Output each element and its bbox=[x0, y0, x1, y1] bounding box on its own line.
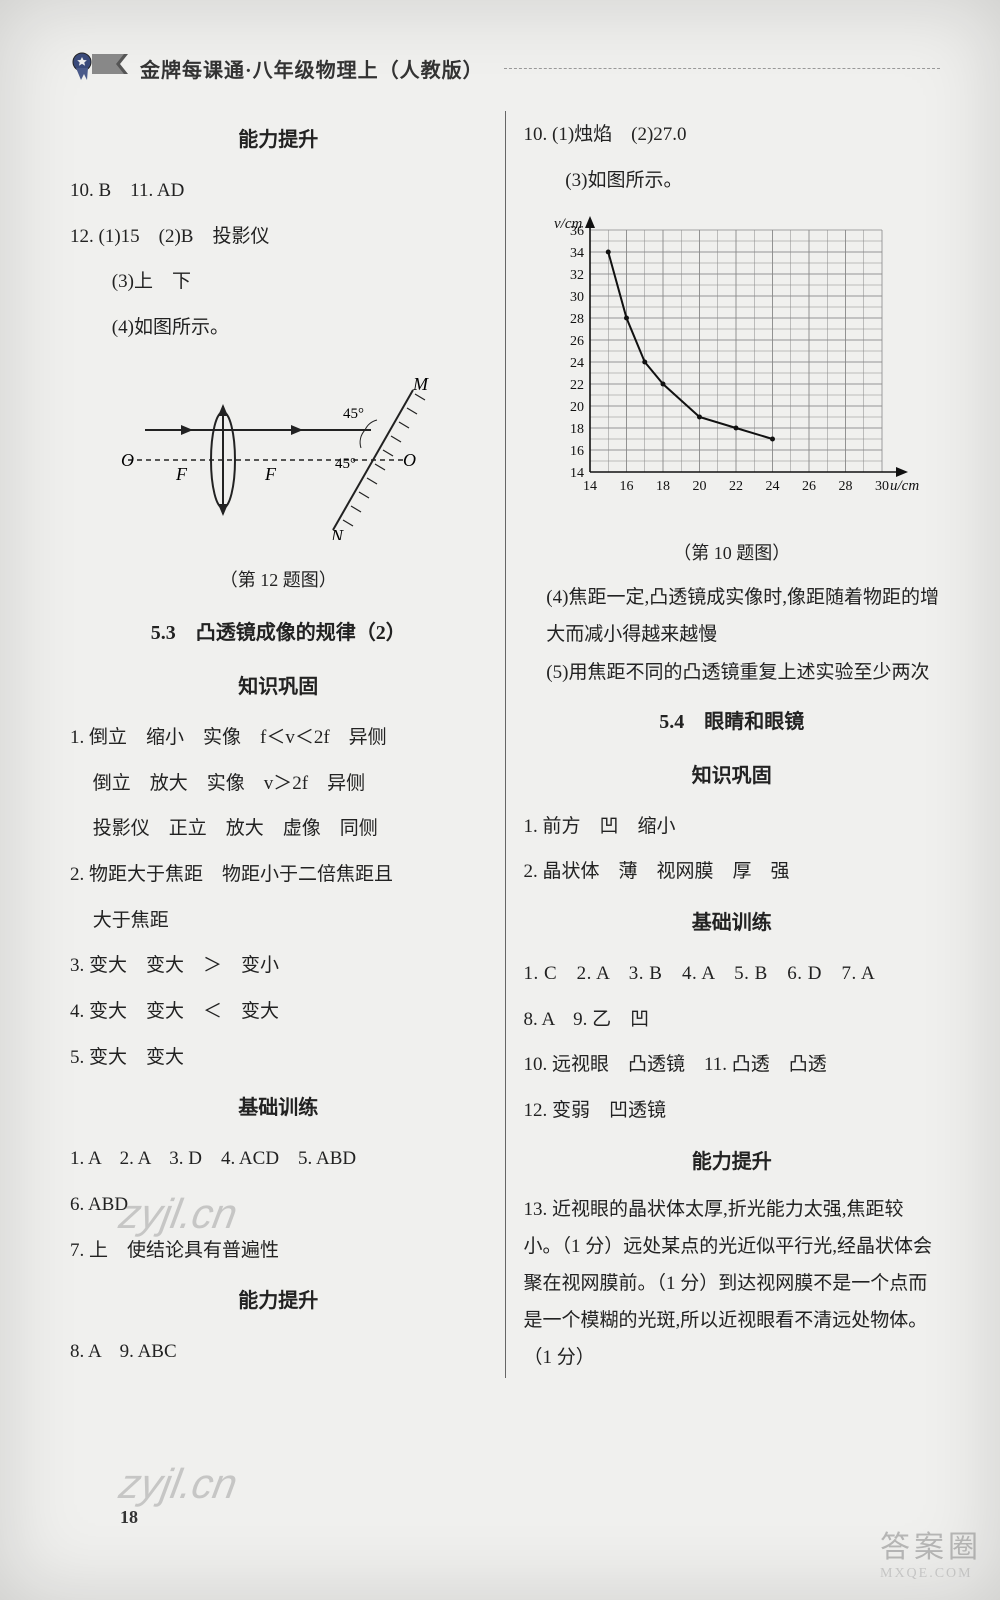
corner-logo-text: 答案圈 bbox=[880, 1522, 982, 1566]
answer-line: 8. A 9. ABC bbox=[70, 1330, 487, 1374]
svg-text:16: 16 bbox=[570, 444, 584, 459]
svg-text:45°: 45° bbox=[343, 406, 364, 422]
page-number: 18 bbox=[120, 1507, 138, 1528]
svg-text:18: 18 bbox=[570, 422, 584, 437]
svg-text:18: 18 bbox=[656, 479, 670, 494]
left-column: 能力提升 10. B 11. AD 12. (1)15 (2)B 投影仪 (3)… bbox=[70, 111, 505, 1378]
corner-logo: 答案圈 MXQE.COM bbox=[880, 1522, 982, 1582]
section-ability2-title: 能力提升 bbox=[70, 1278, 487, 1324]
svg-text:22: 22 bbox=[729, 479, 743, 494]
svg-text:F: F bbox=[264, 464, 277, 484]
answer-line: 10. B 11. AD bbox=[70, 169, 487, 213]
svg-text:28: 28 bbox=[570, 312, 584, 327]
answer-line: 12. (1)15 (2)B 投影仪 bbox=[70, 215, 487, 259]
answer-line: 1. A 2. A 3. D 4. ACD 5. ABD bbox=[70, 1137, 487, 1181]
answer-line: (4)焦距一定,凸透镜成实像时,像距随着物距的增大而减小得越来越慢 bbox=[524, 580, 941, 652]
svg-text:u/cm: u/cm bbox=[890, 478, 919, 494]
svg-text:O: O bbox=[403, 450, 416, 470]
figure-10-caption: （第 10 题图） bbox=[524, 533, 941, 574]
svg-text:26: 26 bbox=[802, 479, 816, 494]
svg-text:24: 24 bbox=[765, 479, 779, 494]
answer-line: 4. 变大 变大 ＜ 变大 bbox=[70, 990, 487, 1034]
figure-10-chart: 14 16 18 20 22 24 26 28 30 14 16 18 20 22 24 26 28 30 32 34… bbox=[524, 212, 941, 529]
watermark: zyjl.cn bbox=[116, 1460, 241, 1508]
answer-line: (3)上 下 bbox=[70, 260, 487, 304]
answer-line: 2. 物距大于焦距 物距小于二倍焦距且 bbox=[70, 853, 487, 897]
section-5-4-title: 5.4 眼睛和眼镜 bbox=[524, 699, 941, 745]
svg-text:O: O bbox=[121, 450, 134, 470]
section-knowledge-title: 知识巩固 bbox=[524, 753, 941, 799]
answer-line: 投影仪 正立 放大 虚像 同侧 bbox=[70, 807, 487, 851]
answer-line: 6. ABD bbox=[70, 1183, 487, 1227]
answer-line: 7. 上 使结论具有普遍性 bbox=[70, 1229, 487, 1273]
answer-line: 2. 晶状体 薄 视网膜 厚 强 bbox=[524, 850, 941, 894]
svg-text:20: 20 bbox=[570, 400, 584, 415]
svg-text:22: 22 bbox=[570, 378, 584, 393]
header-divider bbox=[504, 68, 940, 69]
content-columns: 能力提升 10. B 11. AD 12. (1)15 (2)B 投影仪 (3)… bbox=[70, 111, 940, 1378]
right-column: 10. (1)烛焰 (2)27.0 (3)如图所示。 14 16 18 20 22 24 2… bbox=[505, 111, 941, 1378]
answer-line: 1. 倒立 缩小 实像 f＜v＜2f 异侧 bbox=[70, 716, 487, 760]
svg-text:14: 14 bbox=[570, 466, 584, 481]
answer-line: 3. 变大 变大 ＞ 变小 bbox=[70, 944, 487, 988]
answer-line: 大于焦距 bbox=[70, 899, 487, 943]
svg-text:N: N bbox=[330, 526, 344, 540]
svg-text:30: 30 bbox=[570, 290, 584, 305]
answer-line: 1. C 2. A 3. B 4. A 5. B 6. D 7. A bbox=[524, 952, 941, 996]
answer-line: 倒立 放大 实像 v＞2f 异侧 bbox=[70, 762, 487, 806]
corner-logo-url: MXQE.COM bbox=[880, 1566, 982, 1582]
section-5-3-title: 5.3 凸透镜成像的规律（2） bbox=[70, 610, 487, 656]
svg-text:34: 34 bbox=[570, 246, 584, 261]
svg-text:20: 20 bbox=[692, 479, 706, 494]
svg-text:30: 30 bbox=[875, 479, 889, 494]
ribbon-icon bbox=[70, 50, 130, 87]
page-header: 金牌每课通·八年级物理上（人教版） bbox=[70, 50, 940, 87]
answer-line: 13. 近视眼的晶状体太厚,折光能力太强,焦距较小。（1 分）远处某点的光近似平… bbox=[524, 1191, 941, 1376]
section-knowledge-title: 知识巩固 bbox=[70, 664, 487, 710]
svg-text:45°: 45° bbox=[335, 456, 356, 472]
section-ability-title: 能力提升 bbox=[524, 1139, 941, 1185]
svg-text:26: 26 bbox=[570, 334, 584, 349]
section-basic-title: 基础训练 bbox=[70, 1085, 487, 1131]
section-title-ability: 能力提升 bbox=[70, 117, 487, 163]
answer-line: 12. 变弱 凹透镜 bbox=[524, 1089, 941, 1133]
svg-text:28: 28 bbox=[838, 479, 852, 494]
svg-text:F: F bbox=[175, 464, 188, 484]
figure-12: O F F M N bbox=[70, 360, 487, 557]
answer-line: (4)如图所示。 bbox=[70, 306, 487, 350]
section-basic-title: 基础训练 bbox=[524, 900, 941, 946]
page: 金牌每课通·八年级物理上（人教版） 能力提升 10. B 11. AD 12. … bbox=[0, 0, 1000, 1600]
answer-line: 8. A 9. 乙 凹 bbox=[524, 998, 941, 1042]
svg-text:M: M bbox=[412, 374, 429, 394]
svg-text:14: 14 bbox=[583, 479, 597, 494]
svg-text:v/cm: v/cm bbox=[554, 216, 582, 232]
answer-line: 10. 远视眼 凸透镜 11. 凸透 凸透 bbox=[524, 1043, 941, 1087]
answer-line: 10. (1)烛焰 (2)27.0 bbox=[524, 113, 941, 157]
answer-line: (3)如图所示。 bbox=[524, 159, 941, 203]
svg-text:32: 32 bbox=[570, 268, 584, 283]
answer-line: 1. 前方 凹 缩小 bbox=[524, 805, 941, 849]
svg-text:24: 24 bbox=[570, 356, 584, 371]
svg-text:16: 16 bbox=[619, 479, 633, 494]
answer-line: (5)用焦距不同的凸透镜重复上述实验至少两次 bbox=[524, 655, 941, 691]
header-title: 金牌每课通·八年级物理上（人教版） bbox=[140, 54, 484, 83]
figure-12-caption: （第 12 题图） bbox=[70, 560, 487, 601]
answer-line: 5. 变大 变大 bbox=[70, 1036, 487, 1080]
